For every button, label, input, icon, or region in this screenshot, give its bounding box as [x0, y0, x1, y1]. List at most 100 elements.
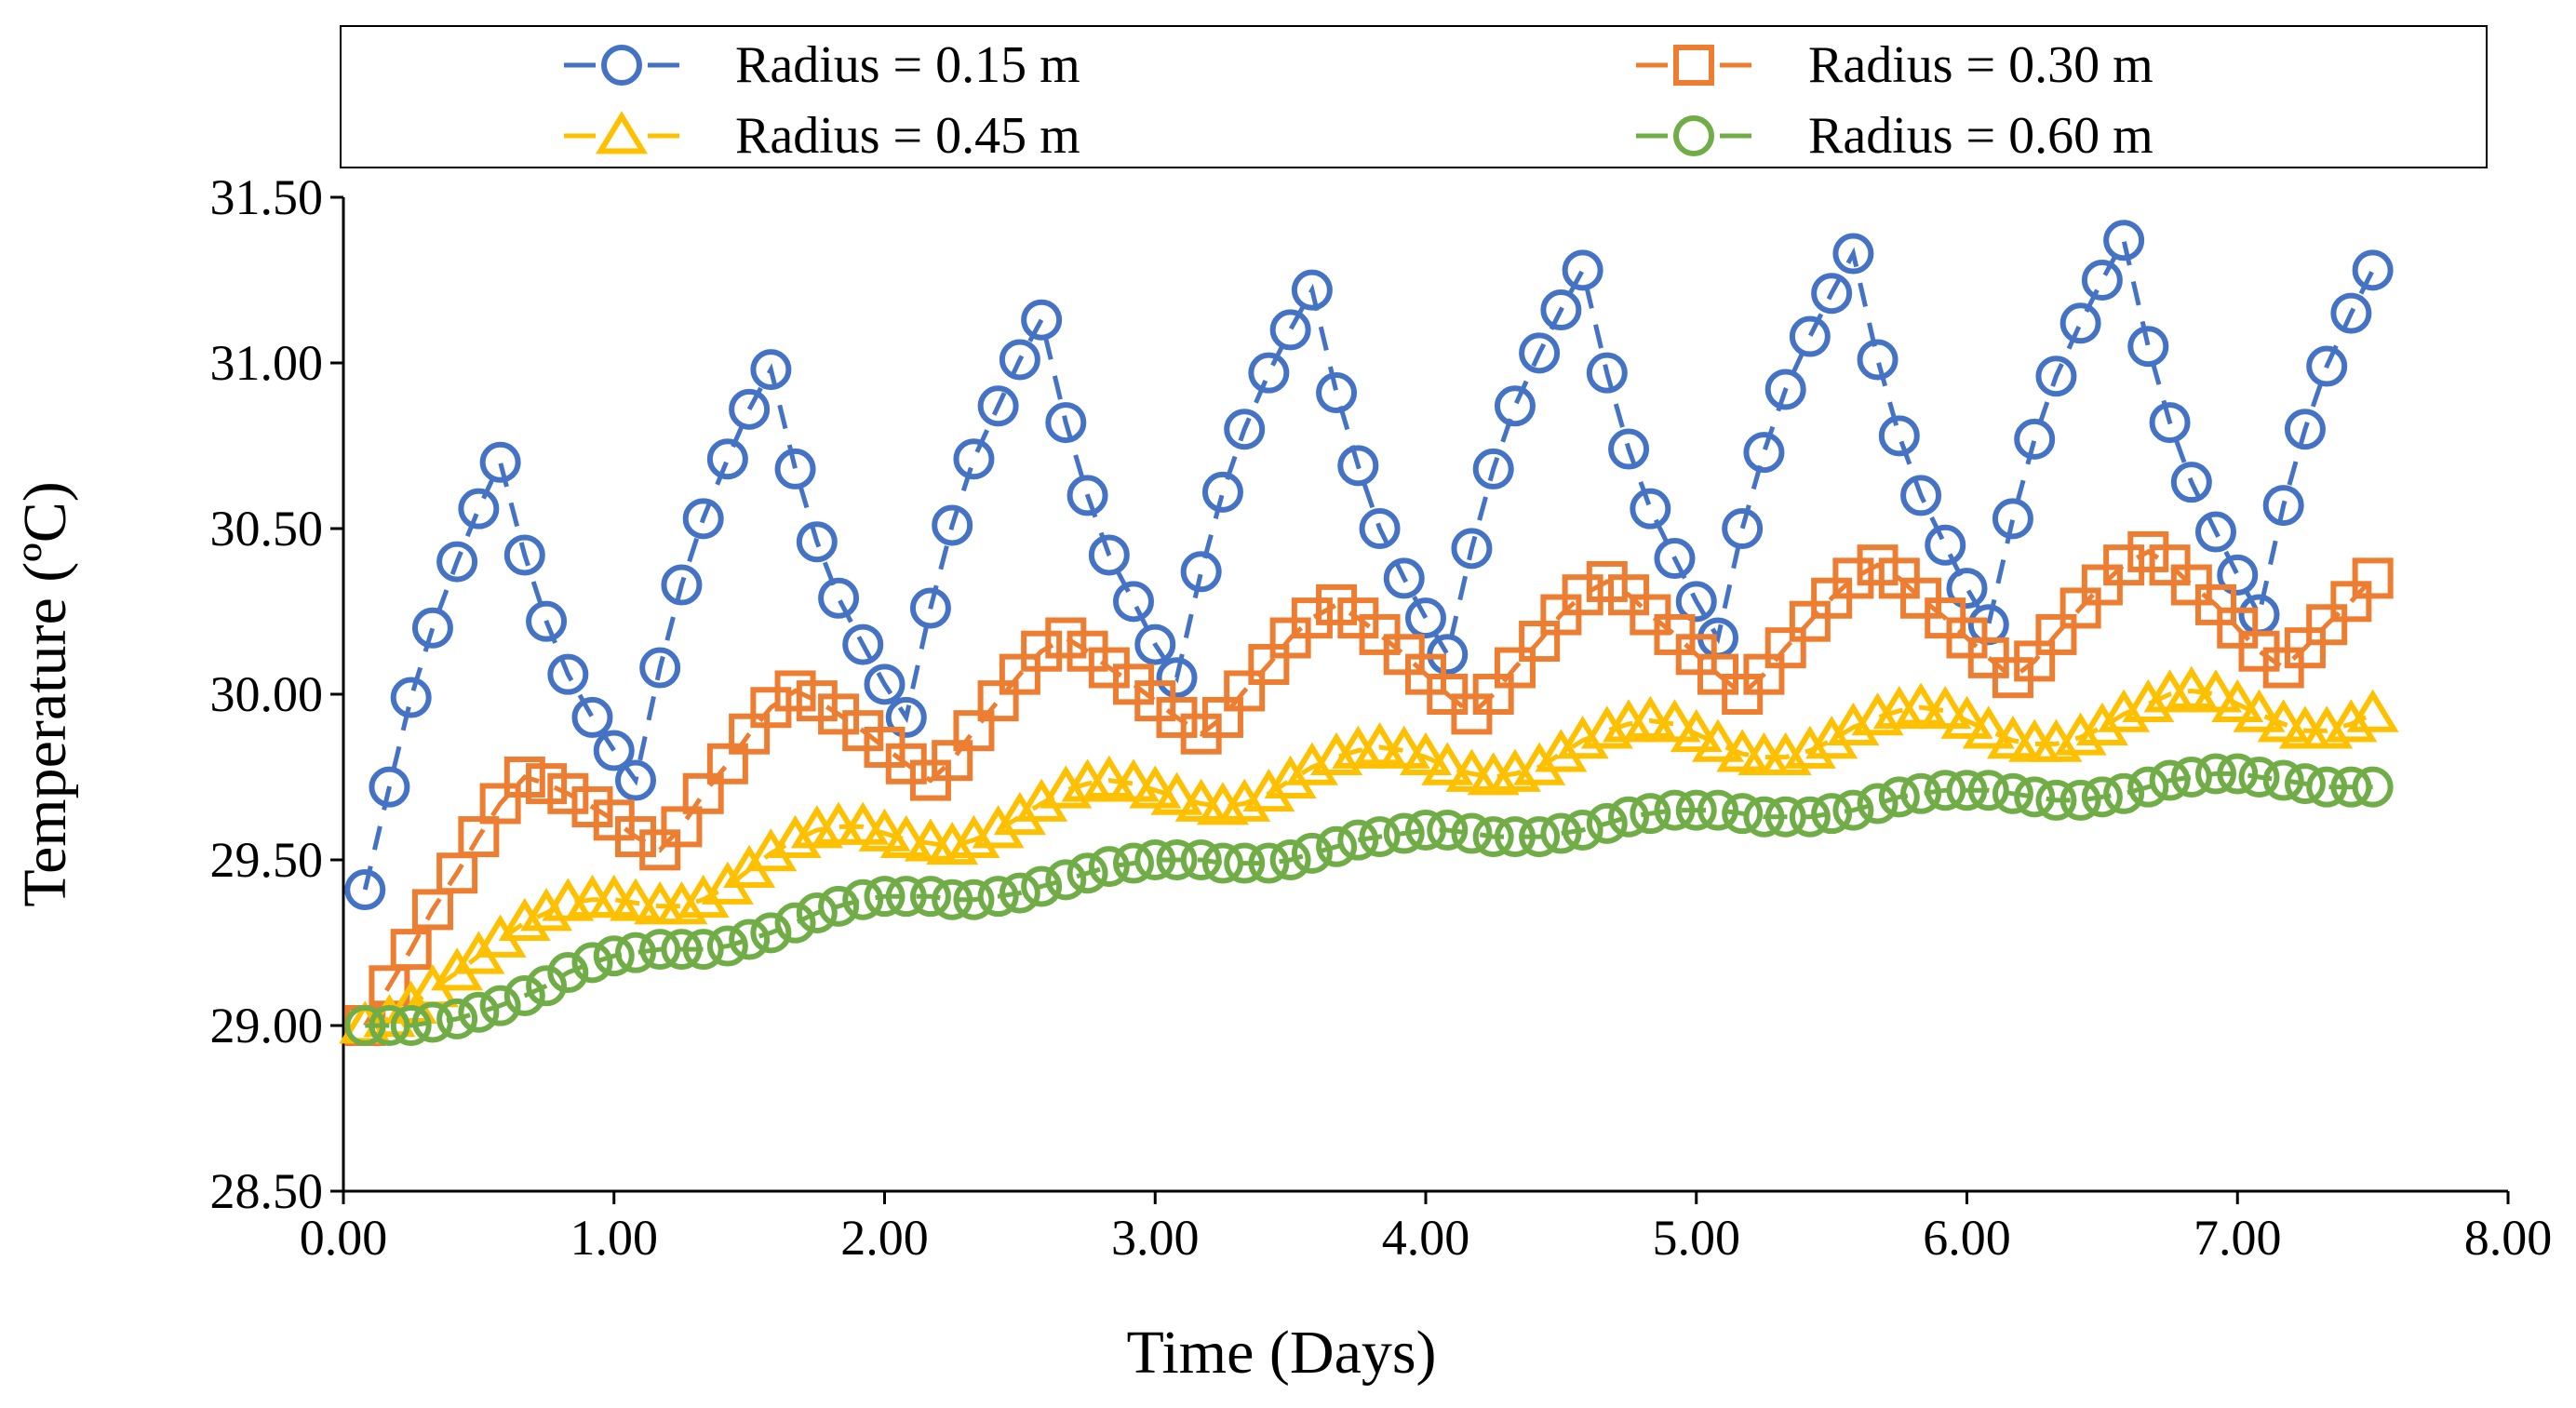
legend-label-radius-0-45: Radius = 0.45 m: [735, 107, 1080, 165]
data-point: [1562, 574, 1603, 616]
legend-symbol-radius-0-45: [564, 111, 679, 154]
data-point: [682, 929, 724, 971]
data-point: [818, 885, 860, 927]
y-tick-label: 31.50: [210, 169, 324, 225]
y-tick-label: 28.50: [210, 1163, 324, 1219]
data-point: [2059, 587, 2101, 629]
data-point: [1743, 796, 1785, 838]
data-point: [369, 766, 410, 808]
data-point: [1519, 621, 1561, 663]
data-point: [2257, 699, 2310, 743]
legend-marker: [595, 111, 649, 154]
data-point: [2127, 326, 2169, 368]
data-point: [1540, 289, 1582, 331]
data-point: [1359, 508, 1401, 549]
data-point: [1021, 865, 1063, 907]
legend-entry-radius-0-45: Radius = 0.45 m: [564, 107, 1080, 165]
data-point: [993, 791, 1046, 836]
data-point: [1586, 560, 1628, 602]
data-point: [879, 814, 932, 859]
data-point: [526, 600, 568, 642]
data-point: [2103, 544, 2145, 586]
data-point: [639, 929, 681, 971]
data-point: [769, 814, 822, 859]
data-point: [2306, 766, 2348, 808]
data-point: [458, 488, 500, 530]
x-axis-ticks: 0.00 1.00 2.00 3.00 4.00 5.00 6.00 7.00 8.00: [300, 1191, 2552, 1266]
data-point: [1082, 755, 1135, 798]
data-point: [1337, 445, 1379, 487]
data-point: [1654, 538, 1696, 580]
data-point: [1156, 657, 1198, 699]
data-point: [1472, 816, 1514, 858]
data-point: [1264, 755, 1317, 798]
x-axis-title: Time (Days): [1126, 1319, 1436, 1387]
data-point: [1494, 385, 1536, 427]
data-point: [1562, 249, 1603, 291]
data-point: [1519, 816, 1561, 858]
data-point: [1021, 299, 1063, 341]
data-point: [999, 339, 1040, 381]
data-point: [2103, 772, 2145, 814]
data-point: [2330, 581, 2372, 623]
data-point: [1156, 839, 1198, 880]
data-point: [885, 696, 927, 738]
axes: 28.50 29.00 29.50 30.00 30.50 31.00 31.50 0.00…: [210, 169, 2553, 1266]
data-point: [1586, 802, 1628, 844]
data-point: [1789, 315, 1831, 357]
data-point: [1291, 597, 1333, 639]
data-point: [2352, 766, 2394, 808]
data-point: [661, 564, 703, 606]
legend-label-radius-0-15: Radius = 0.15 m: [735, 36, 1080, 94]
data-point: [2014, 418, 2056, 460]
data-point: [639, 647, 681, 689]
data-point: [2211, 678, 2264, 723]
data-point: [842, 878, 884, 920]
series-line: [362, 234, 2375, 891]
data-point: [1857, 544, 1898, 586]
data-point: [2059, 779, 2101, 821]
data-point: [571, 942, 613, 984]
data-point: [2059, 302, 2101, 344]
data-point: [1337, 819, 1379, 861]
data-point: [977, 385, 1019, 427]
data-point: [1021, 630, 1063, 672]
data-point: [479, 441, 521, 483]
data-point: [344, 869, 386, 911]
data-point: [390, 677, 432, 718]
data-point: [774, 670, 816, 712]
data-point: [2217, 753, 2259, 795]
data-point: [1513, 742, 1566, 785]
data-point: [972, 805, 1025, 849]
data-point: [1112, 581, 1154, 623]
data-point: [1353, 722, 1406, 766]
data-point: [977, 680, 1019, 722]
data-point: [615, 932, 657, 973]
data-point: [2284, 409, 2326, 450]
data-point: [2035, 355, 2077, 397]
data-point: [2149, 759, 2191, 801]
data-point: [1112, 842, 1154, 884]
data-point: [1783, 725, 1836, 769]
data-point: [411, 889, 453, 931]
y-tick-label: 29.00: [210, 998, 324, 1053]
data-point: [2194, 753, 2236, 795]
data-point: [1857, 783, 1898, 825]
x-tick-label: 6.00: [1923, 1210, 2011, 1266]
data-point: [1764, 369, 1806, 410]
data-point: [1722, 508, 1764, 549]
data-point: [547, 952, 589, 994]
data-point: [1134, 624, 1176, 665]
data-point: [571, 786, 613, 828]
legend-symbol-radius-0-15: [564, 45, 679, 86]
data-point: [2194, 583, 2236, 625]
data-point: [1946, 568, 1988, 610]
data-point: [1224, 842, 1266, 884]
data-point: [1992, 498, 2033, 540]
data-point: [1045, 402, 1087, 444]
data-point: [1201, 842, 1243, 884]
y-axis-ticks: 28.50 29.00 29.50 30.00 30.50 31.00 31.50: [210, 169, 343, 1219]
legend-label-radius-0-60: Radius = 0.60 m: [1808, 107, 2153, 165]
data-point: [2189, 669, 2242, 713]
data-point: [1377, 725, 1430, 769]
